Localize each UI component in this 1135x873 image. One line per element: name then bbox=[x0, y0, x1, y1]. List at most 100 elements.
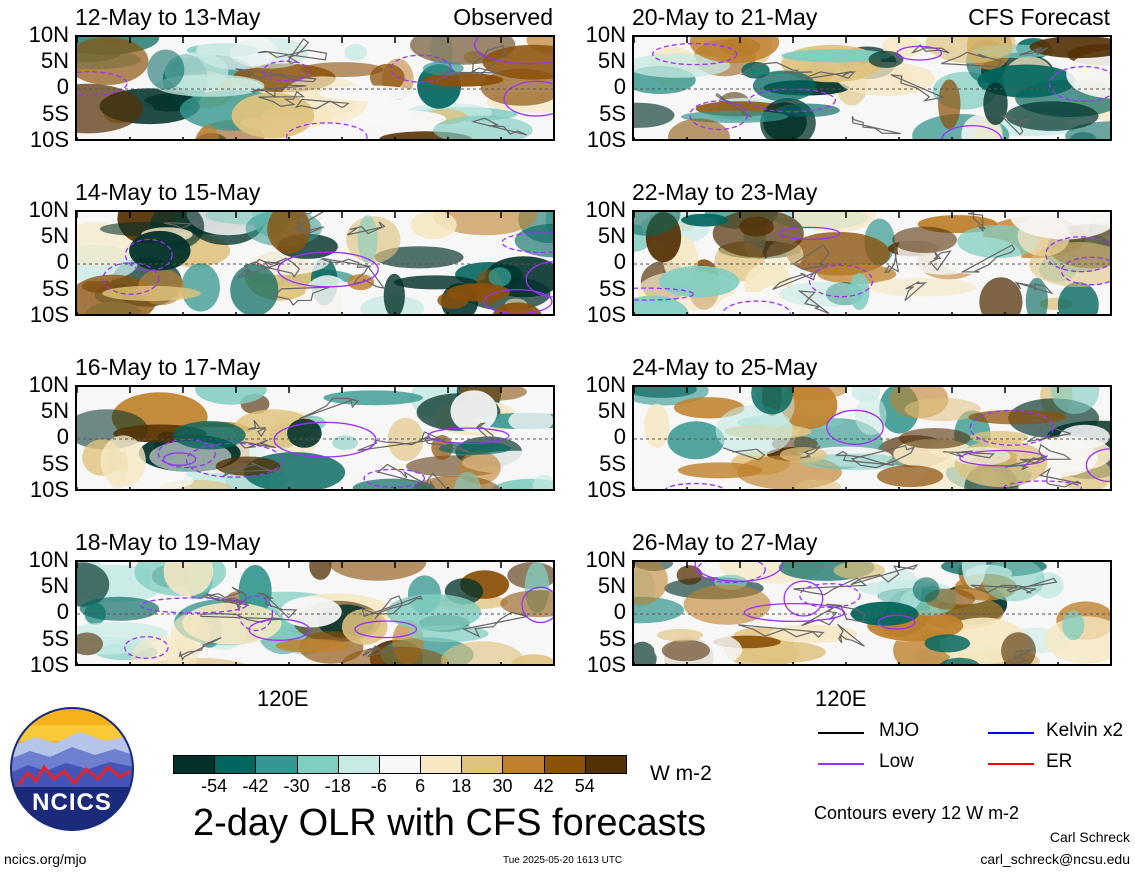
coastline bbox=[851, 116, 901, 135]
olr-blob bbox=[129, 230, 191, 271]
coastline bbox=[376, 463, 430, 486]
coastline bbox=[257, 591, 298, 619]
low-contour bbox=[722, 300, 791, 314]
olr-blob bbox=[197, 124, 220, 139]
olr-blob bbox=[938, 79, 961, 129]
low-contour bbox=[77, 71, 128, 97]
lat-label: 5N bbox=[597, 573, 626, 598]
low-contour bbox=[877, 614, 916, 630]
coastline bbox=[426, 472, 448, 489]
olr-blob bbox=[1065, 121, 1110, 139]
footer-timestamp: Tue 2025-05-20 1613 UTC bbox=[503, 855, 623, 866]
olr-blob bbox=[374, 246, 464, 269]
coastline bbox=[1014, 281, 1054, 295]
olr-blob bbox=[438, 442, 512, 455]
colorbar-swatch bbox=[337, 755, 380, 774]
low-contour bbox=[427, 427, 510, 444]
low-contour bbox=[238, 595, 274, 632]
lat-label: 5S bbox=[42, 276, 69, 301]
olr-blob bbox=[634, 295, 690, 314]
olr-map-p5 bbox=[632, 35, 1112, 141]
colorbar bbox=[173, 755, 627, 775]
low-contour bbox=[501, 231, 553, 254]
low-contour bbox=[363, 468, 426, 488]
coastline bbox=[738, 624, 825, 638]
colorbar-units: W m-2 bbox=[650, 762, 712, 785]
olr-blob bbox=[667, 421, 725, 460]
olr-blob bbox=[450, 390, 498, 433]
coastline bbox=[1013, 649, 1032, 664]
lat-label: 0 bbox=[613, 249, 626, 274]
lat-label: 10N bbox=[28, 547, 69, 572]
olr-blob bbox=[410, 212, 457, 240]
olr-blob bbox=[658, 265, 740, 298]
olr-blob bbox=[877, 465, 944, 488]
olr-map-p3 bbox=[75, 385, 555, 491]
low-contour bbox=[1003, 480, 1082, 489]
olr-blob bbox=[77, 37, 149, 85]
coastline bbox=[461, 611, 528, 638]
olr-blob bbox=[77, 83, 143, 134]
coastline bbox=[800, 445, 821, 459]
lat-label: 0 bbox=[613, 599, 626, 624]
olr-blob bbox=[634, 562, 668, 606]
olr-blob bbox=[344, 44, 367, 61]
olr-blob bbox=[1005, 101, 1099, 131]
olr-blob bbox=[752, 70, 816, 102]
lon-label-left: 120E bbox=[257, 686, 309, 711]
low-contour bbox=[783, 580, 824, 617]
coastline bbox=[837, 623, 865, 647]
olr-blob bbox=[393, 275, 478, 290]
olr-blob bbox=[433, 115, 533, 139]
olr-blob bbox=[1057, 281, 1099, 314]
low-contour bbox=[1085, 448, 1110, 483]
olr-blob bbox=[511, 654, 553, 664]
olr-blob bbox=[668, 118, 730, 139]
coastline bbox=[929, 250, 952, 272]
low-contour bbox=[273, 421, 377, 458]
colorbar-label: 30 bbox=[492, 776, 513, 796]
low-contour bbox=[808, 264, 874, 298]
legend-mjo-label: MJO bbox=[879, 720, 920, 741]
coastline bbox=[890, 74, 945, 102]
olr-blob bbox=[925, 37, 1016, 64]
coastline bbox=[826, 603, 866, 623]
ncics-logo: NCICS bbox=[10, 707, 134, 831]
olr-blob bbox=[904, 397, 981, 422]
low-contour bbox=[799, 583, 861, 609]
olr-blob bbox=[634, 387, 697, 398]
lat-label: 10S bbox=[586, 127, 626, 152]
coastline bbox=[235, 68, 317, 83]
colorbar-label: 6 bbox=[415, 776, 426, 796]
coastline bbox=[904, 281, 927, 302]
olr-blob bbox=[275, 639, 351, 653]
coastline bbox=[1026, 419, 1071, 443]
lat-label: 10N bbox=[585, 22, 626, 47]
lat-label: 0 bbox=[56, 74, 69, 99]
coastline bbox=[362, 645, 398, 658]
legend-er-label: ER bbox=[1046, 751, 1073, 772]
coastline bbox=[883, 250, 900, 274]
olr-blob bbox=[898, 428, 971, 449]
coastline bbox=[850, 444, 915, 469]
colorbar-label: -6 bbox=[370, 776, 387, 796]
low-contour bbox=[262, 60, 310, 82]
panel-title: 20-May to 21-May bbox=[632, 4, 818, 30]
footer-url: ncics.org/mjo bbox=[4, 851, 87, 867]
coastline bbox=[850, 563, 919, 586]
olr-map-p4 bbox=[75, 560, 555, 666]
coastline bbox=[1000, 115, 1031, 136]
colorbar-swatch bbox=[584, 755, 627, 774]
colorbar-label: -54 bbox=[201, 776, 228, 796]
olr-blob bbox=[794, 479, 841, 489]
olr-blob bbox=[912, 577, 940, 603]
low-contour bbox=[896, 45, 943, 61]
coastline bbox=[470, 117, 528, 136]
contour-note: Contours every 12 W m-2 bbox=[814, 803, 1020, 823]
lat-label: 10N bbox=[585, 547, 626, 572]
low-contour bbox=[969, 409, 1054, 446]
low-contour bbox=[1048, 65, 1110, 103]
panel-tag: CFS Forecast bbox=[968, 4, 1110, 30]
olr-blob bbox=[868, 277, 977, 297]
lat-label: 5S bbox=[599, 101, 626, 126]
